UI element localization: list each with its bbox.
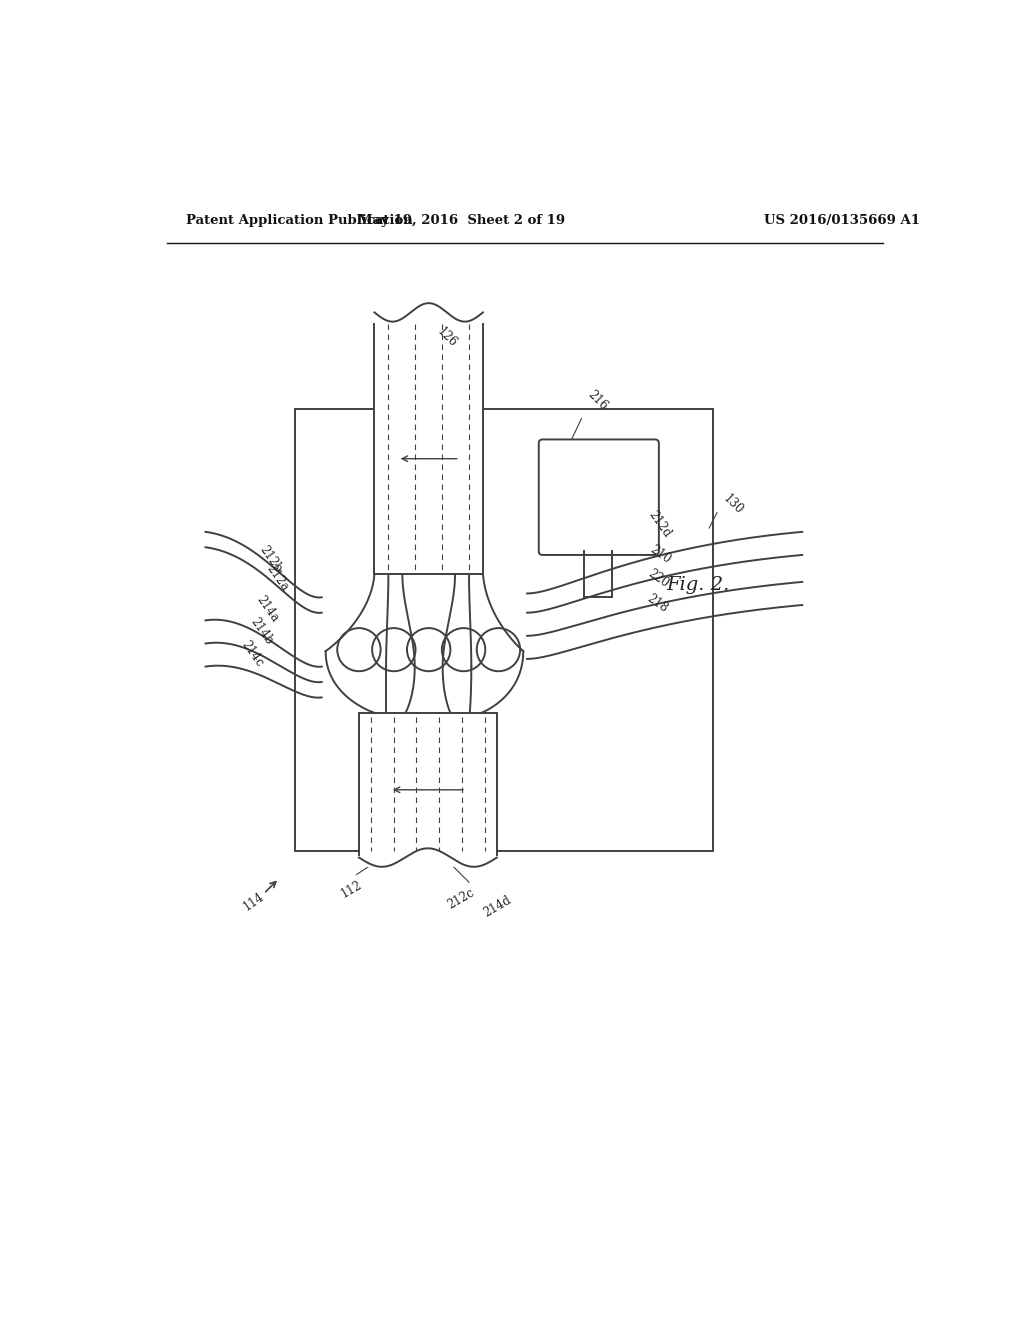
Text: 214d: 214d (480, 894, 513, 920)
Text: 210: 210 (647, 544, 673, 566)
Text: 220: 220 (646, 566, 672, 590)
Text: Fig. 2.: Fig. 2. (667, 576, 730, 594)
Text: Patent Application Publication: Patent Application Publication (186, 214, 413, 227)
Text: May 19, 2016  Sheet 2 of 19: May 19, 2016 Sheet 2 of 19 (357, 214, 565, 227)
Bar (375, 327, 483, 574)
FancyBboxPatch shape (539, 440, 658, 554)
Text: 212c: 212c (445, 886, 477, 912)
Text: 212d: 212d (646, 508, 674, 540)
Text: 216: 216 (586, 388, 610, 412)
Text: 114: 114 (241, 890, 266, 913)
Text: 212a: 212a (263, 562, 291, 594)
Text: 112: 112 (338, 878, 364, 900)
Text: 212b: 212b (257, 543, 285, 574)
Text: 126: 126 (434, 325, 459, 350)
Text: 130: 130 (721, 492, 745, 517)
Bar (295, 409, 713, 851)
Bar (359, 713, 497, 867)
Text: 214b: 214b (248, 615, 275, 647)
Text: 214a: 214a (254, 593, 282, 624)
Text: 214c: 214c (239, 638, 266, 669)
Text: 218: 218 (644, 591, 670, 615)
Text: US 2016/0135669 A1: US 2016/0135669 A1 (764, 214, 920, 227)
